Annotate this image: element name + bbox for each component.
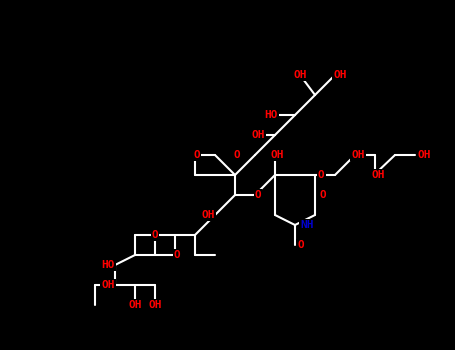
- Text: O: O: [152, 230, 158, 240]
- Text: NH: NH: [300, 220, 313, 230]
- Text: O: O: [320, 190, 327, 200]
- Text: HO: HO: [264, 110, 278, 120]
- Text: OH: OH: [148, 300, 162, 310]
- Text: OH: OH: [293, 70, 307, 80]
- Text: OH: OH: [371, 170, 385, 180]
- Text: OH: OH: [101, 280, 115, 290]
- Text: OH: OH: [251, 130, 265, 140]
- Text: O: O: [255, 190, 261, 200]
- Text: O: O: [174, 250, 180, 260]
- Text: OH: OH: [202, 210, 215, 220]
- Text: O: O: [318, 170, 325, 180]
- Text: OH: OH: [418, 150, 431, 160]
- Text: OH: OH: [333, 70, 347, 80]
- Text: O: O: [194, 150, 200, 160]
- Text: OH: OH: [128, 300, 142, 310]
- Text: O: O: [297, 240, 304, 250]
- Text: O: O: [233, 150, 240, 160]
- Text: OH: OH: [351, 150, 365, 160]
- Text: OH: OH: [270, 150, 284, 160]
- Text: HO: HO: [101, 260, 115, 270]
